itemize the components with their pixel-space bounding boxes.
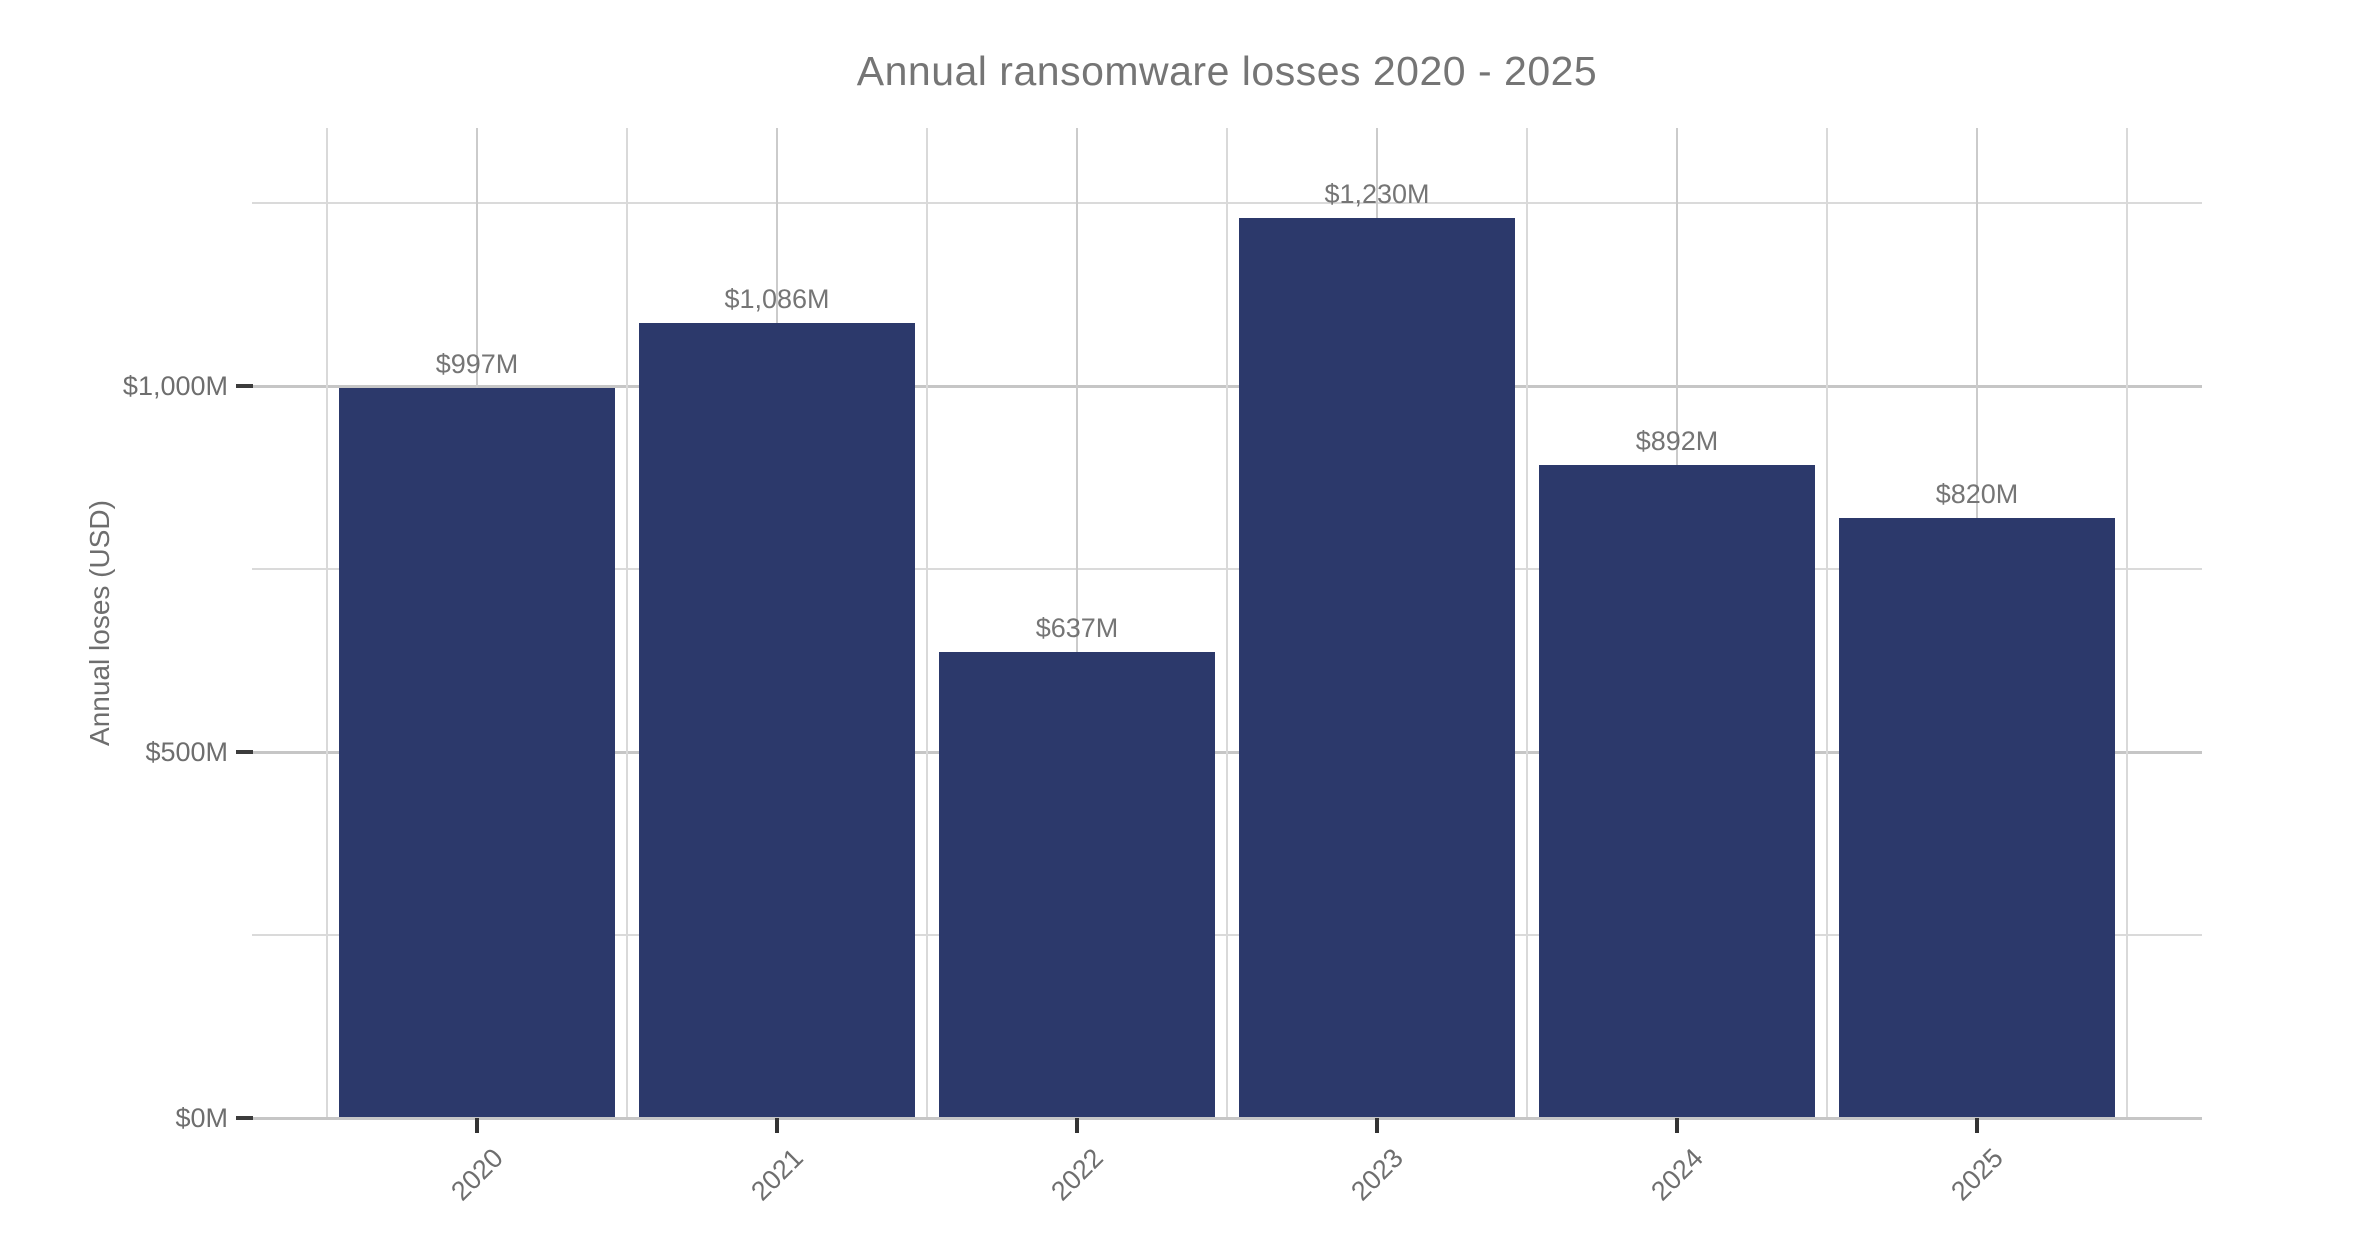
y-tick-label: $0M: [175, 1103, 228, 1133]
x-tick-mark: [1375, 1118, 1379, 1133]
vertical-major-gridline: [1075, 128, 1079, 1118]
y-tick-label: $500M: [145, 737, 228, 767]
vertical-minor-gridline: [326, 128, 328, 1118]
x-tick-label: 2025: [1945, 1142, 2009, 1207]
vertical-minor-gridline: [2126, 128, 2128, 1118]
bar: [1239, 217, 1515, 1118]
bar-value-label: $820M: [1935, 478, 2019, 509]
bar-value-label: $892M: [1635, 426, 1719, 457]
x-tick-label: 2024: [1645, 1142, 1709, 1207]
vertical-minor-gridline: [1826, 128, 1828, 1118]
x-tick-label: 2022: [1045, 1142, 1109, 1207]
bar-value-label: $1,230M: [1324, 178, 1430, 209]
x-tick-mark: [1675, 1118, 1679, 1133]
x-tick-mark: [1075, 1118, 1079, 1133]
bar-value-label: $997M: [435, 349, 519, 380]
vertical-minor-gridline: [1526, 128, 1528, 1118]
bar: [939, 651, 1215, 1118]
vertical-minor-gridline: [926, 128, 928, 1118]
y-tick-mark: [236, 384, 253, 388]
y-tick-mark: [236, 750, 253, 754]
x-tick-label: 2023: [1345, 1142, 1409, 1207]
bar: [1839, 517, 2115, 1118]
x-tick-mark: [1975, 1118, 1979, 1133]
vertical-minor-gridline: [626, 128, 628, 1118]
bar-value-label: $637M: [1035, 612, 1119, 643]
bar: [639, 323, 915, 1118]
x-tick-label: 2021: [745, 1142, 809, 1207]
chart-title: Annual ransomware losses 2020 - 2025: [856, 48, 1598, 94]
x-tick-mark: [475, 1118, 479, 1133]
x-tick-label: 2020: [445, 1142, 509, 1207]
x-axis-line: [252, 1117, 2202, 1120]
vertical-minor-gridline: [1226, 128, 1228, 1118]
bar: [339, 388, 615, 1118]
bar-value-label: $1,086M: [724, 284, 830, 315]
y-tick-mark: [236, 1116, 253, 1120]
x-tick-mark: [775, 1118, 779, 1133]
y-tick-label: $1,000M: [122, 371, 228, 401]
bar: [1539, 465, 1815, 1118]
